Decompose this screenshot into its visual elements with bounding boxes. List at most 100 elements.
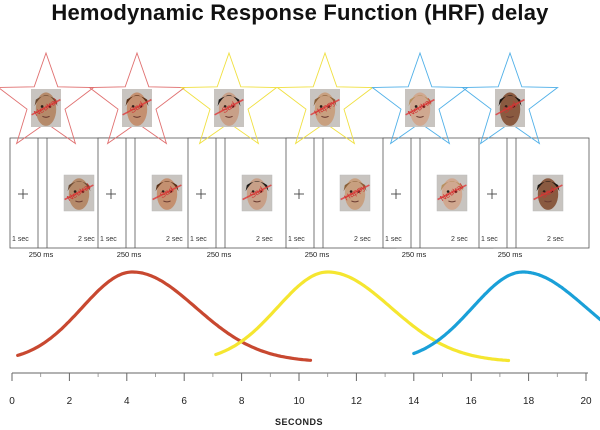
face-strike-line (31, 98, 61, 116)
face-frame (339, 174, 371, 212)
face-hair (155, 180, 179, 192)
face-skin (499, 92, 521, 126)
face-skin (35, 92, 57, 126)
x-tick-label: 14 (408, 396, 420, 407)
face-strike-line (533, 184, 563, 201)
face-strike-line (310, 98, 340, 116)
x-tick-label: 2 (67, 396, 73, 407)
duration-label: 250 ms (402, 250, 427, 259)
x-tick-label: 4 (124, 396, 130, 407)
face-skin (126, 92, 148, 126)
face-mouth (506, 115, 514, 118)
face-mouth (253, 200, 261, 203)
face-mouth (42, 115, 50, 118)
hrf-curve-2 (214, 270, 511, 363)
panel-label-fixation: 1 sec (12, 236, 29, 243)
cue-face: Neutral (405, 89, 435, 127)
trial-6: Sad 1 sec 2 sec 250 ms (478, 137, 590, 259)
hrf-curve-3 (412, 270, 600, 356)
face-strike-line (122, 98, 152, 116)
panel-label-fixation: 1 sec (481, 236, 498, 243)
face-eye (40, 105, 44, 108)
figure-title: Hemodynamic Response Function (HRF) dela… (51, 0, 549, 25)
panel-label-fixation: 1 sec (385, 236, 402, 243)
cue-face: Sad (214, 89, 244, 127)
stimulus-face: Happy (339, 174, 371, 212)
face-hair (245, 180, 269, 192)
x-tick-label: 16 (466, 396, 478, 407)
face-mouth (448, 200, 456, 203)
face-hair (34, 95, 58, 107)
face-skin (314, 92, 336, 126)
face-mouth (225, 115, 233, 118)
face-eye (319, 105, 323, 108)
face-hair (498, 95, 522, 107)
face-hair (67, 180, 91, 192)
face-skin (441, 178, 463, 210)
duration-label: 250 ms (207, 250, 232, 259)
cue-face: Neutral (31, 89, 61, 127)
face-skin (68, 178, 90, 210)
cue-face: Happy (310, 89, 340, 127)
panel-label-stimulus: 2 sec (256, 236, 273, 243)
face-hair (217, 95, 241, 107)
stimulus-face: Sad (532, 174, 564, 212)
trial-4: Happy 1 sec 2 sec 250 ms (285, 137, 397, 259)
face-strike-line (405, 98, 435, 116)
x-tick-label: 12 (351, 396, 363, 407)
face-skin (409, 92, 431, 126)
cue-face: Sad (495, 89, 525, 127)
cue-star-5: Neutral (371, 51, 469, 145)
face-hair (313, 95, 337, 107)
face-frame (241, 174, 273, 212)
face-eye (542, 190, 546, 193)
duration-label: 250 ms (305, 250, 330, 259)
cue-face: Sad (122, 89, 152, 127)
face-mouth (133, 115, 141, 118)
face-mouth (321, 115, 329, 118)
face-strike-line (437, 184, 467, 201)
panel-label-stimulus: 2 sec (78, 236, 95, 243)
face-hair (125, 95, 149, 107)
face-frame (436, 174, 468, 212)
face-skin (537, 178, 559, 210)
x-tick-label: 18 (523, 396, 535, 407)
stimulus-face: Neutral (436, 174, 468, 212)
face-skin (156, 178, 178, 210)
face-frame (63, 174, 95, 212)
face-eye (349, 190, 353, 193)
face-eye (414, 105, 418, 108)
face-mouth (351, 200, 359, 203)
face-eye (446, 190, 450, 193)
face-eye (504, 105, 508, 108)
stimulus-face: Neutral (63, 174, 95, 212)
panel-label-stimulus: 2 sec (166, 236, 183, 243)
face-eye (223, 105, 227, 108)
face-mouth (75, 200, 83, 203)
duration-label: 250 ms (498, 250, 523, 259)
x-axis-label: SECONDS (275, 417, 323, 427)
duration-label: 250 ms (29, 250, 54, 259)
face-strike-line (152, 184, 182, 201)
face-mouth (544, 200, 552, 203)
face-skin (344, 178, 366, 210)
face-strike-line (64, 184, 94, 201)
face-strike-line (214, 98, 244, 116)
duration-label: 250 ms (117, 250, 142, 259)
panel-label-stimulus: 2 sec (354, 236, 371, 243)
face-eye (251, 190, 255, 193)
trial-3: Sad 1 sec 2 sec 250 ms (187, 137, 299, 259)
x-tick-label: 10 (293, 396, 305, 407)
cue-star-1: Neutral (0, 51, 95, 145)
cue-star-6: Sad (461, 51, 559, 145)
face-hair (536, 180, 560, 192)
face-skin (218, 92, 240, 126)
face-hair (440, 180, 464, 192)
face-strike-line (495, 98, 525, 116)
face-strike-line (340, 184, 370, 201)
face-frame (151, 174, 183, 212)
x-tick-label: 20 (580, 396, 592, 407)
cue-star-4: Happy (276, 51, 374, 145)
panel-label-fixation: 1 sec (190, 236, 207, 243)
